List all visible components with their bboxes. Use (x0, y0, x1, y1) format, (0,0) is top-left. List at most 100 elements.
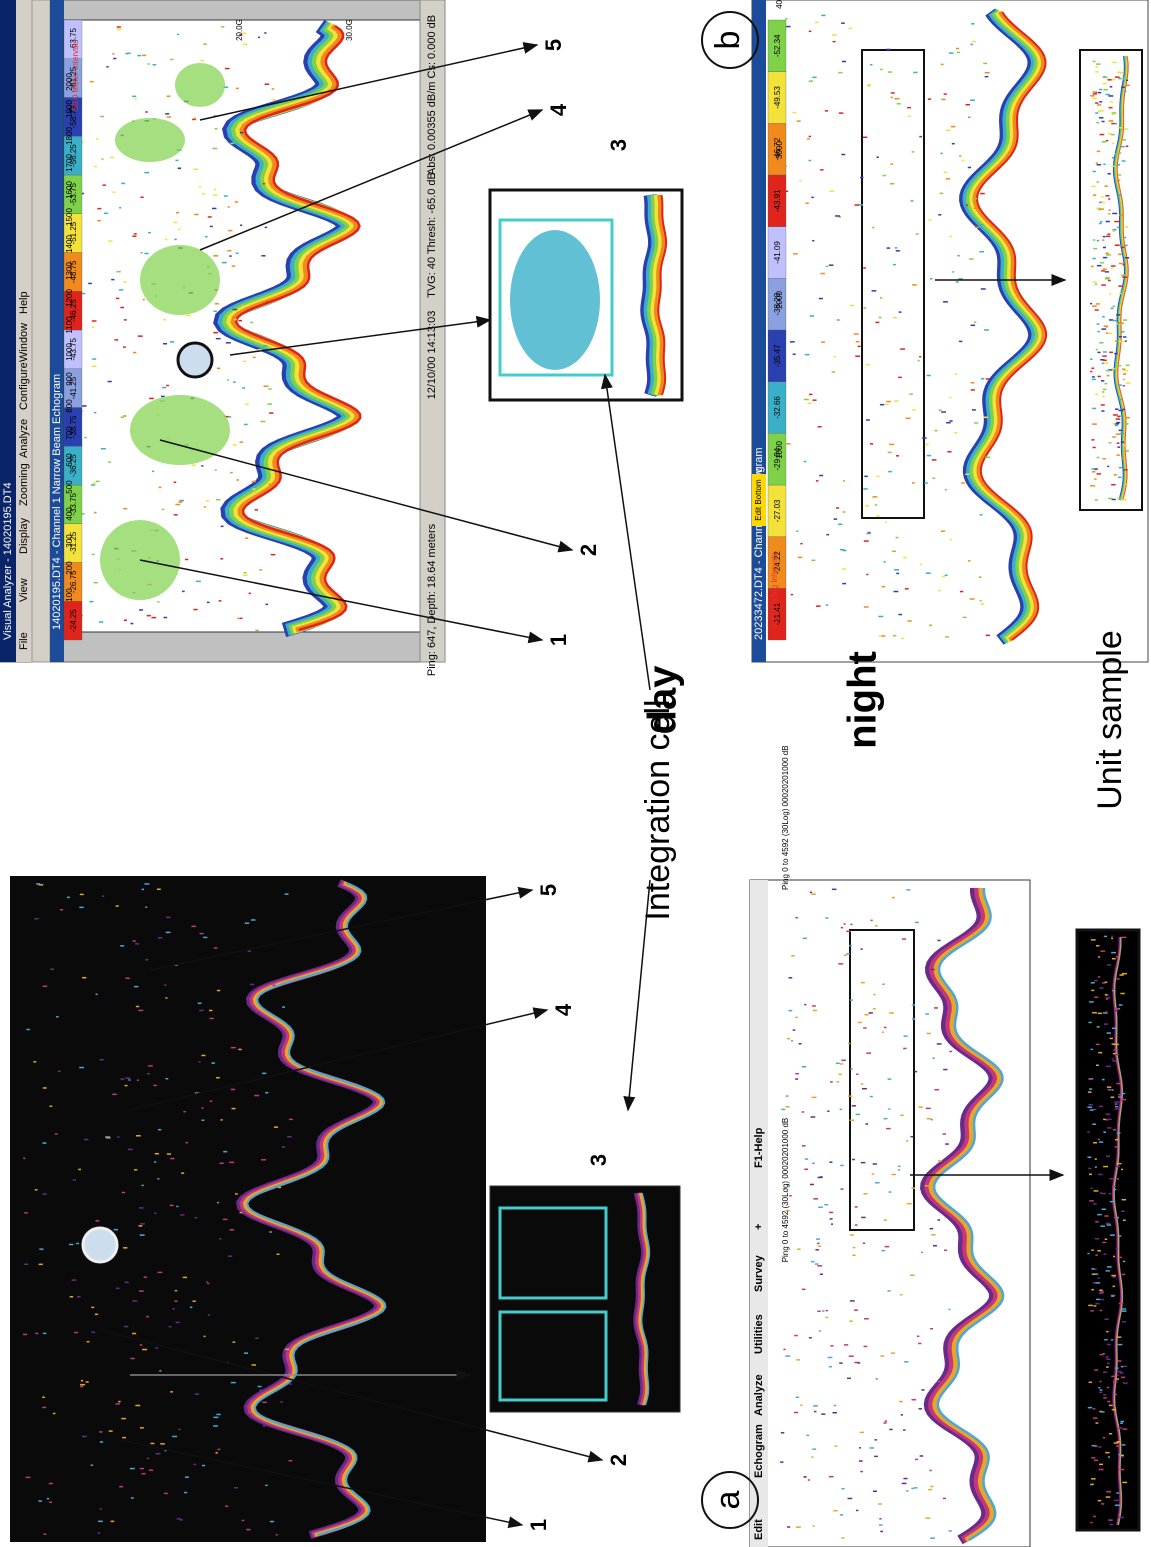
echo-speck (941, 99, 945, 101)
menu-item[interactable]: Analyze (18, 419, 30, 458)
echo-speck (1093, 239, 1095, 241)
echo-speck (848, 1095, 852, 1097)
echo-speck (114, 1229, 118, 1231)
echo-speck (101, 158, 103, 160)
echo-speck (866, 574, 868, 576)
menu-item[interactable]: Display (18, 517, 30, 554)
echo-speck (1112, 1060, 1116, 1062)
echo-speck (944, 1250, 947, 1252)
echo-speck (1108, 95, 1113, 97)
echo-speck (124, 281, 127, 283)
menu-item[interactable]: Survey (753, 1254, 765, 1292)
echo-speck (240, 132, 244, 134)
echo-speck (921, 1389, 924, 1391)
echo-speck (830, 1218, 833, 1220)
echo-speck (265, 227, 267, 229)
echo-speck (811, 893, 816, 895)
echo-speck (863, 488, 867, 490)
echo-speck (786, 1106, 790, 1108)
echo-speck (116, 271, 120, 273)
echo-speck (238, 320, 242, 322)
echo-speck (1103, 257, 1107, 259)
echo-speck (151, 617, 156, 619)
echo-speck (1121, 1169, 1123, 1171)
menu-item[interactable]: Window (18, 323, 30, 362)
echo-speck (1116, 418, 1121, 420)
echo-speck (829, 1476, 834, 1478)
echo-speck (229, 255, 231, 257)
menu-item[interactable]: Configure (18, 362, 30, 410)
menu-item[interactable]: View (18, 578, 30, 602)
echo-speck (1115, 76, 1120, 78)
echo-speck (1104, 936, 1107, 938)
echo-speck (213, 332, 218, 334)
echo-speck (809, 394, 812, 396)
window-title: Visual Analyzer - 14020195.DT4 (2, 482, 14, 640)
menu-item[interactable]: Echogram (753, 1424, 765, 1478)
echo-speck (1110, 1038, 1113, 1040)
echo-speck (254, 1095, 259, 1097)
echo-speck (238, 1049, 241, 1051)
echo-speck (1090, 1310, 1093, 1312)
echo-speck (1087, 1156, 1091, 1158)
echo-speck (1115, 1103, 1118, 1105)
echo-speck (229, 1229, 233, 1231)
echo-speck (873, 1491, 877, 1493)
echo-speck (849, 1355, 854, 1357)
echo-speck (812, 1005, 816, 1007)
echo-speck (1117, 416, 1120, 418)
echo-speck (228, 230, 232, 232)
echo-speck (1102, 363, 1104, 365)
echo-speck (899, 1401, 903, 1403)
echo-speck (1105, 277, 1109, 279)
echo-speck (1122, 1274, 1125, 1276)
echo-speck (1123, 1220, 1126, 1222)
echo-speck (952, 143, 955, 145)
echo-speck (1104, 383, 1107, 385)
menu-item[interactable]: + (753, 1224, 765, 1230)
ping-tick: 2000 (65, 73, 74, 91)
echo-speck (841, 1188, 844, 1190)
echo-speck (802, 1145, 806, 1147)
menu-item[interactable]: Edit (753, 1519, 765, 1540)
echo-speck (886, 49, 891, 51)
echo-speck (932, 459, 937, 461)
echo-speck (863, 137, 867, 139)
echo-speck (873, 994, 875, 996)
menu-item[interactable]: Utilities (753, 1314, 765, 1354)
echo-speck (84, 1139, 88, 1141)
echo-speck (959, 341, 962, 343)
echo-speck (1107, 1266, 1112, 1268)
echo-speck (970, 99, 975, 101)
echo-speck (961, 482, 965, 484)
echo-speck (1108, 280, 1111, 282)
echo-speck (864, 540, 869, 542)
echo-speck (1112, 320, 1117, 322)
echo-speck (140, 1427, 144, 1429)
echo-speck (174, 482, 177, 484)
echo-speck (839, 1362, 842, 1364)
menu-item[interactable]: Help (18, 291, 30, 314)
echo-speck (937, 1043, 942, 1045)
scale-label: -52.34 (773, 34, 782, 57)
menu-item[interactable]: Zooming (18, 463, 30, 506)
echo-speck (236, 479, 239, 481)
echo-speck (1098, 956, 1100, 958)
echo-speck (80, 1386, 83, 1388)
echo-speck (836, 507, 839, 509)
echo-speck (1117, 1371, 1122, 1373)
echo-speck (812, 399, 816, 401)
echo-speck (1116, 1248, 1118, 1250)
echo-speck (1104, 325, 1108, 327)
echo-speck (242, 305, 245, 307)
menu-item[interactable]: File (18, 632, 30, 650)
echo-speck (852, 1159, 855, 1161)
menu-item[interactable]: F1-Help (753, 1127, 765, 1168)
echo-speck (112, 53, 114, 55)
menu-item[interactable]: Analyze (753, 1374, 765, 1416)
echo-speck (1120, 1100, 1123, 1102)
echo-speck (802, 1066, 806, 1068)
echo-speck (861, 1217, 866, 1219)
echo-speck (840, 1063, 843, 1065)
echo-speck (1117, 1375, 1119, 1377)
